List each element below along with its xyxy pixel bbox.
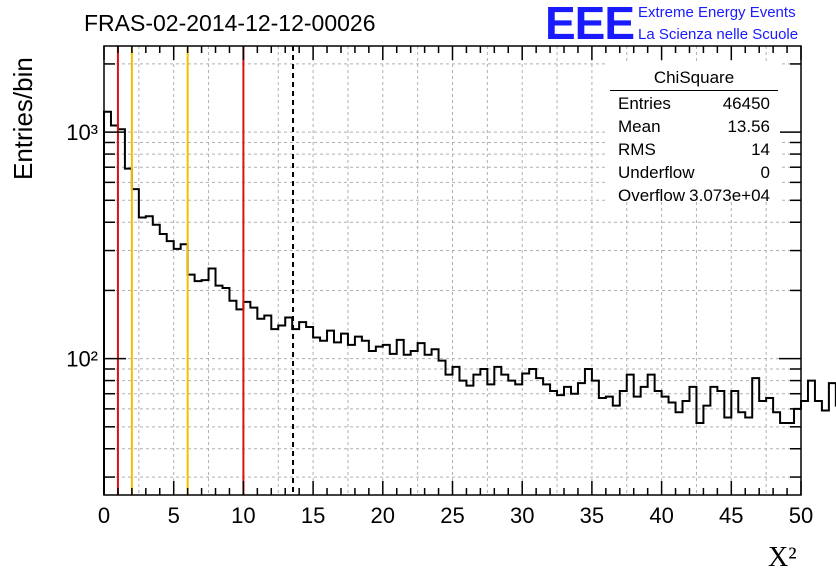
- stats-row-rms: RMS 14: [618, 140, 778, 162]
- logo-subtitle-1: Extreme Energy Events: [638, 4, 796, 21]
- x-tick-label: 50: [789, 503, 813, 528]
- x-tick-label: 5: [168, 503, 180, 528]
- stats-value: 0: [760, 163, 770, 182]
- stats-divider: [610, 90, 778, 91]
- x-tick-label: 25: [440, 503, 464, 528]
- stats-title: ChiSquare: [653, 68, 735, 87]
- x-tick-label: 30: [510, 503, 534, 528]
- stats-key: Underflow: [618, 163, 695, 182]
- y-tick-label: 10²: [66, 347, 98, 372]
- x-tick-label: 45: [719, 503, 743, 528]
- histogram: [103, 110, 836, 495]
- stats-value: 46450: [722, 94, 770, 113]
- stats-key: Overflow: [618, 186, 686, 205]
- logo-subtitle-2: La Scienza nelle Scuole: [638, 26, 799, 43]
- stats-row-underflow: Underflow 0: [618, 163, 778, 185]
- x-tick-label: 10: [231, 503, 255, 528]
- eee-logo: EEE: [545, 0, 635, 49]
- histogram-outline: [103, 110, 836, 495]
- stats-value: 13.56: [727, 117, 770, 136]
- x-tick-label: 15: [301, 503, 325, 528]
- x-axis-label: X²: [768, 542, 797, 572]
- x-tick-label: 40: [649, 503, 673, 528]
- stats-key: Entries: [618, 94, 671, 113]
- stats-row-overflow: Overflow 3.073e+04: [618, 186, 778, 208]
- stats-value: 3.073e+04: [689, 186, 770, 205]
- y-tick-label: 10³: [66, 120, 98, 145]
- y-axis-label: Entries/bin: [8, 57, 38, 180]
- stats-box: ChiSquare Entries 46450 Mean 13.56 RMS 1…: [608, 62, 780, 205]
- stats-value: 14: [751, 140, 770, 159]
- x-tick-label: 0: [98, 503, 110, 528]
- stats-row-entries: Entries 46450: [618, 94, 778, 116]
- x-ticks: 0 5 10 15 20 25 30 35 40 45 50: [98, 46, 813, 528]
- stats-key: RMS: [618, 140, 656, 159]
- stats-row-mean: Mean 13.56: [618, 117, 778, 139]
- y-ticks: 10² 10³: [66, 63, 801, 478]
- grid-lines: [103, 46, 802, 495]
- x-tick-label: 35: [580, 503, 604, 528]
- chart-title: FRAS-02-2014-12-12-00026: [84, 10, 376, 36]
- stats-key: Mean: [618, 117, 661, 136]
- x-tick-label: 20: [371, 503, 395, 528]
- marker-lines: [116, 46, 295, 495]
